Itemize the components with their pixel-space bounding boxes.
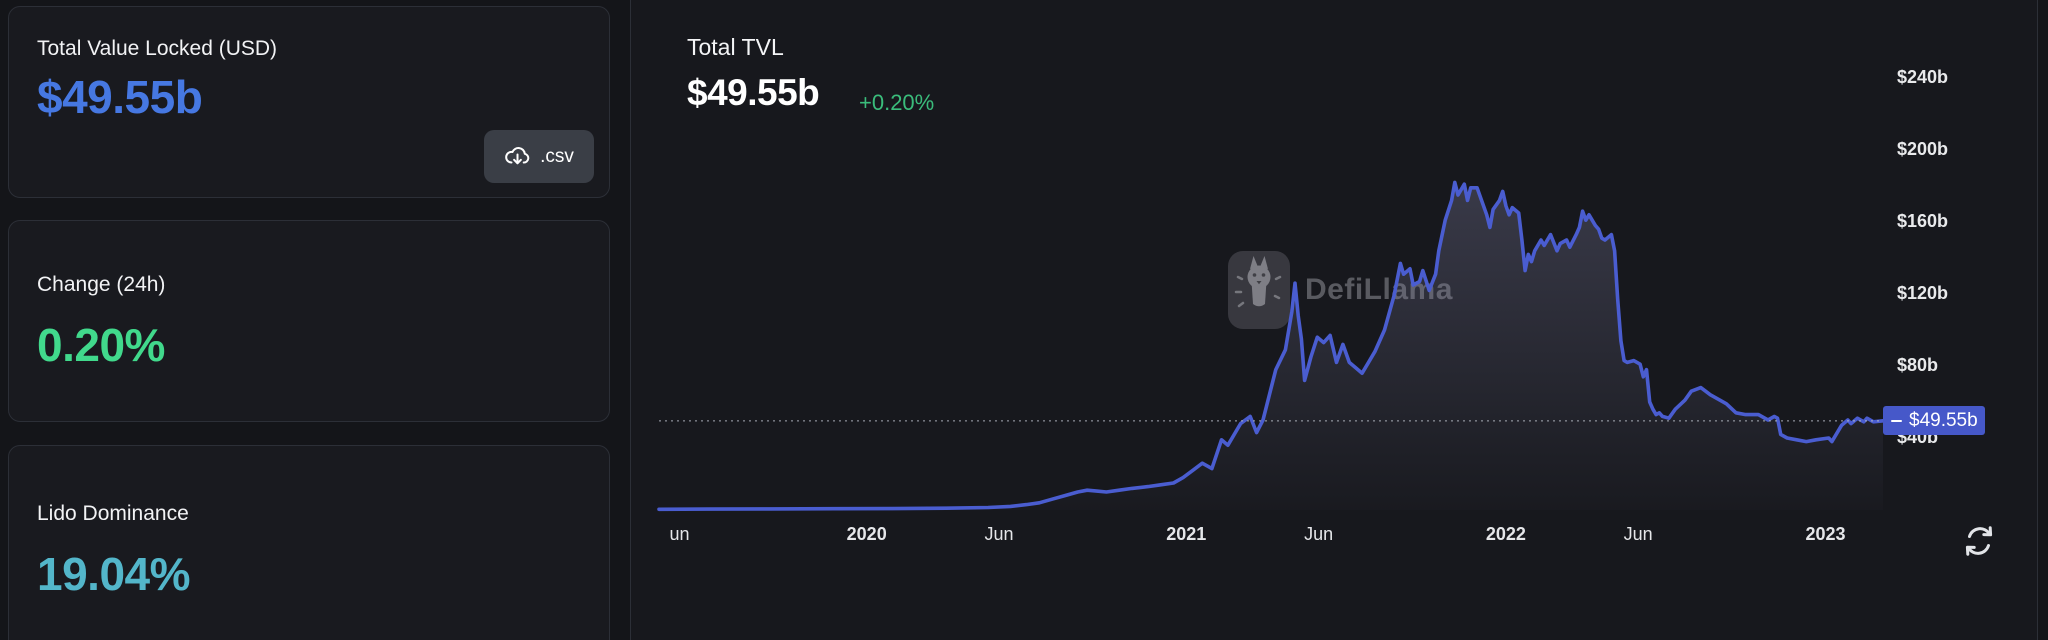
y-axis-label: $80b	[1897, 355, 1939, 375]
y-axis-label: $160b	[1897, 211, 1949, 231]
chart-change-24h: +0.20%	[859, 90, 935, 115]
refresh-button[interactable]	[1959, 521, 1999, 561]
tvl-area-chart	[657, 180, 1885, 512]
lido-dominance-card: Lido Dominance 19.04%	[8, 445, 610, 640]
lido-dominance-card-value: 19.04%	[37, 548, 191, 600]
x-axis-label: un	[669, 524, 690, 544]
y-axis-label: $120b	[1897, 283, 1949, 303]
lido-dominance-card-title: Lido Dominance	[37, 502, 189, 525]
csv-button-label: .csv	[540, 145, 574, 167]
x-axis-label: 2021	[1166, 524, 1207, 544]
change-24h-card: Change (24h) 0.20%	[8, 220, 610, 422]
tvl-card-value: $49.55b	[37, 71, 203, 123]
chart-line	[657, 180, 1885, 512]
chart-area-fill	[659, 182, 1883, 510]
change-24h-card-title: Change (24h)	[37, 273, 166, 296]
download-csv-button[interactable]: .csv	[484, 130, 594, 183]
badge-tick-dash	[1891, 419, 1902, 423]
x-axis-label: 2020	[846, 524, 887, 544]
change-24h-card-value: 0.20%	[37, 319, 165, 371]
chart-current-value: $49.55b	[687, 72, 820, 113]
y-axis-label: $200b	[1897, 139, 1949, 159]
tvl-chart-panel: Total TVL $49.55b +0.20%	[630, 0, 2038, 640]
x-axis-label: Jun	[1304, 524, 1334, 544]
tvl-card-title: Total Value Locked (USD)	[37, 37, 278, 60]
x-axis-label: Jun	[1623, 524, 1653, 544]
y-axis-label: $240b	[1897, 67, 1949, 87]
refresh-icon	[1961, 523, 1997, 559]
cloud-download-icon	[504, 145, 531, 169]
current-value-badge: $49.55b	[1883, 406, 1985, 436]
x-axis-label: Jun	[984, 524, 1014, 544]
x-axis-label: 2022	[1485, 524, 1526, 544]
tvl-card: Total Value Locked (USD) $49.55b .csv	[8, 6, 610, 198]
chart-title: Total TVL	[687, 34, 784, 60]
badge-label: $49.55b	[1909, 409, 1978, 431]
x-axis-label: 2023	[1805, 524, 1846, 544]
